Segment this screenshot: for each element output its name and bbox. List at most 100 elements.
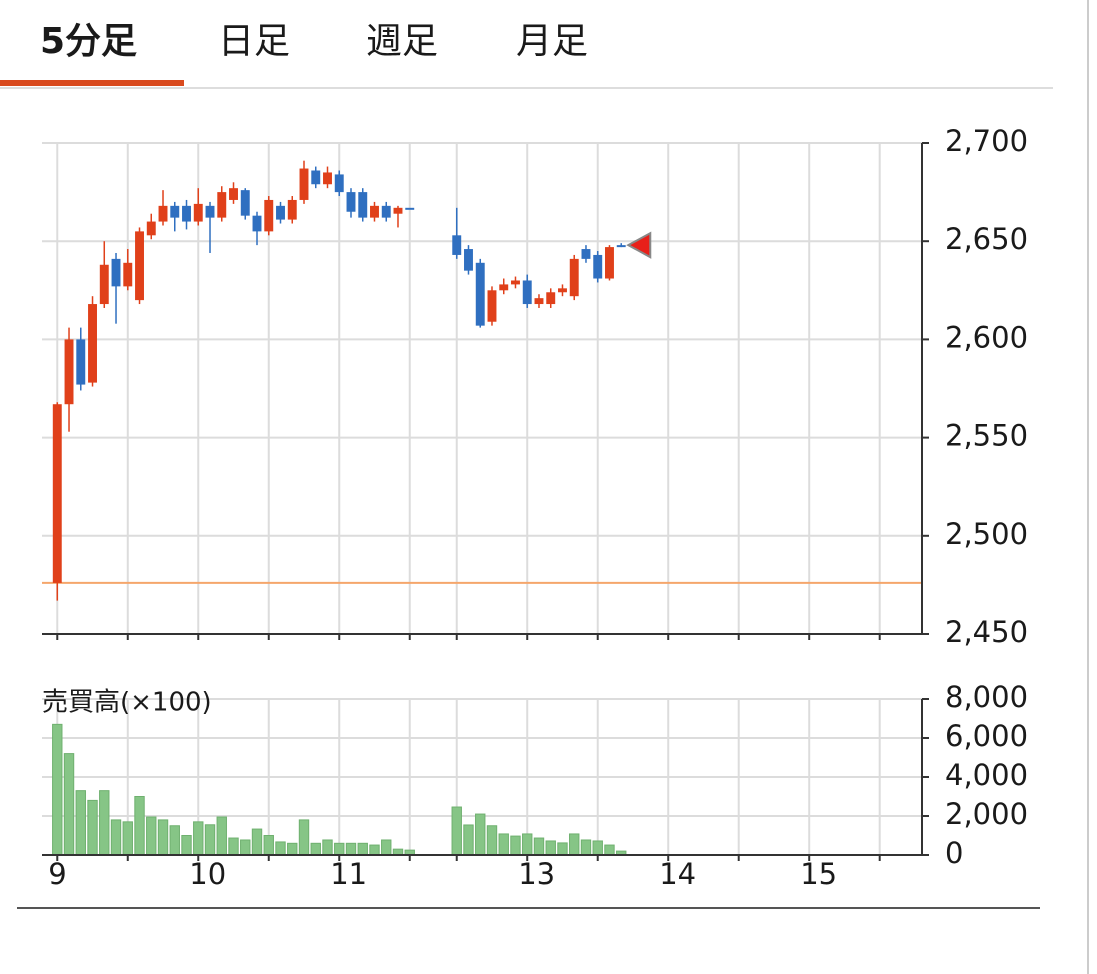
candle-body — [370, 205, 379, 218]
candle-body — [193, 203, 203, 222]
candle-body — [405, 207, 415, 210]
volume-bar — [110, 819, 122, 856]
tab[interactable]: 月足 — [516, 21, 588, 62]
volume-bar — [52, 723, 63, 856]
y-axis-title: 売買高(×100) — [42, 688, 212, 718]
x-tick-label: 11 — [330, 857, 367, 891]
candle-body — [569, 258, 579, 297]
candle-body — [111, 258, 121, 287]
candle-body — [64, 339, 74, 405]
candle-body — [123, 262, 133, 287]
volume-bar — [169, 825, 180, 856]
candle-body — [381, 205, 391, 218]
y-tick-label: 6,000 — [945, 719, 1028, 753]
volume-bar — [146, 816, 157, 856]
tab[interactable]: 5分足 — [40, 21, 137, 62]
candle-body — [393, 207, 403, 214]
volume-bar — [275, 841, 286, 856]
volume-bar — [310, 842, 321, 856]
candle-body — [522, 280, 532, 305]
candle-body — [240, 190, 250, 216]
candle-body — [616, 245, 626, 248]
candle-body — [346, 192, 356, 212]
candle-body — [581, 249, 591, 259]
y-tick-label: 2,700 — [945, 124, 1028, 158]
y-tick-label: 4,000 — [945, 758, 1028, 792]
tab[interactable]: 週足 — [366, 21, 438, 62]
volume-bar — [357, 842, 368, 856]
candle-body — [334, 174, 344, 193]
candle-body — [534, 298, 544, 305]
candle-body — [276, 205, 285, 220]
candle-body — [252, 215, 262, 232]
candle-body — [217, 192, 227, 218]
candle-body — [311, 170, 321, 185]
volume-bar — [498, 833, 509, 856]
volume-bar — [463, 824, 474, 856]
volume-bar — [369, 844, 380, 856]
volume-bar — [181, 835, 192, 856]
active-tab-underline — [0, 80, 184, 86]
y-tick-label: 2,650 — [945, 222, 1028, 256]
volume-bar — [63, 753, 75, 856]
volume-bar — [251, 828, 263, 856]
candle-body — [76, 339, 86, 385]
volume-bar — [298, 819, 310, 856]
candle-body — [205, 205, 215, 218]
volume-bar — [580, 839, 592, 856]
candle-body — [287, 199, 297, 220]
candle-body — [229, 188, 238, 200]
y-tick-label: 2,600 — [945, 320, 1028, 354]
volume-bar — [604, 844, 615, 856]
candle-body — [182, 205, 191, 222]
x-tick-label: 9 — [48, 857, 66, 891]
volume-bar — [322, 839, 333, 856]
candle-body — [264, 199, 274, 232]
volume-bar — [475, 813, 486, 856]
volume-bar — [263, 835, 274, 856]
candle-body — [358, 192, 368, 218]
volume-bar — [87, 799, 98, 856]
volume-bar — [381, 839, 392, 856]
volume-bar — [99, 790, 110, 856]
candle-body — [487, 290, 497, 322]
y-tick-label: 0 — [945, 836, 963, 870]
volume-bar — [345, 842, 357, 856]
y-tick-label: 2,450 — [945, 615, 1028, 649]
candle-body — [499, 284, 509, 291]
volume-bar — [122, 821, 133, 856]
x-tick-label: 13 — [518, 857, 555, 891]
volume-bar — [157, 819, 169, 856]
candle-body — [170, 205, 180, 218]
candle-body — [605, 247, 614, 279]
candle-body — [99, 264, 109, 305]
volume-bar — [193, 821, 204, 856]
candle-body — [135, 231, 144, 301]
volume-bar — [592, 840, 603, 856]
x-tick-label: 14 — [659, 857, 696, 891]
candle-body — [299, 168, 309, 200]
volume-bar — [228, 837, 239, 856]
candle-body — [452, 235, 462, 255]
volume-bar — [486, 825, 498, 856]
volume-bar — [134, 796, 145, 856]
candle-body — [158, 205, 168, 222]
candle-body — [475, 262, 485, 326]
volume-bar — [334, 842, 345, 856]
volume-bar — [533, 837, 545, 856]
candle-body — [593, 254, 603, 279]
volume-bar — [451, 806, 462, 856]
volume-bar — [204, 824, 216, 856]
x-tick-label: 10 — [189, 857, 226, 891]
volume-bar — [240, 839, 251, 856]
volume-bar — [75, 790, 86, 856]
volume-bar — [569, 833, 580, 856]
volume-bar — [557, 842, 568, 856]
last-price-marker — [626, 231, 652, 259]
candle-body — [546, 292, 556, 305]
y-tick-label: 2,500 — [945, 517, 1028, 551]
tab[interactable]: 日足 — [218, 21, 290, 62]
candle-body — [464, 249, 473, 271]
